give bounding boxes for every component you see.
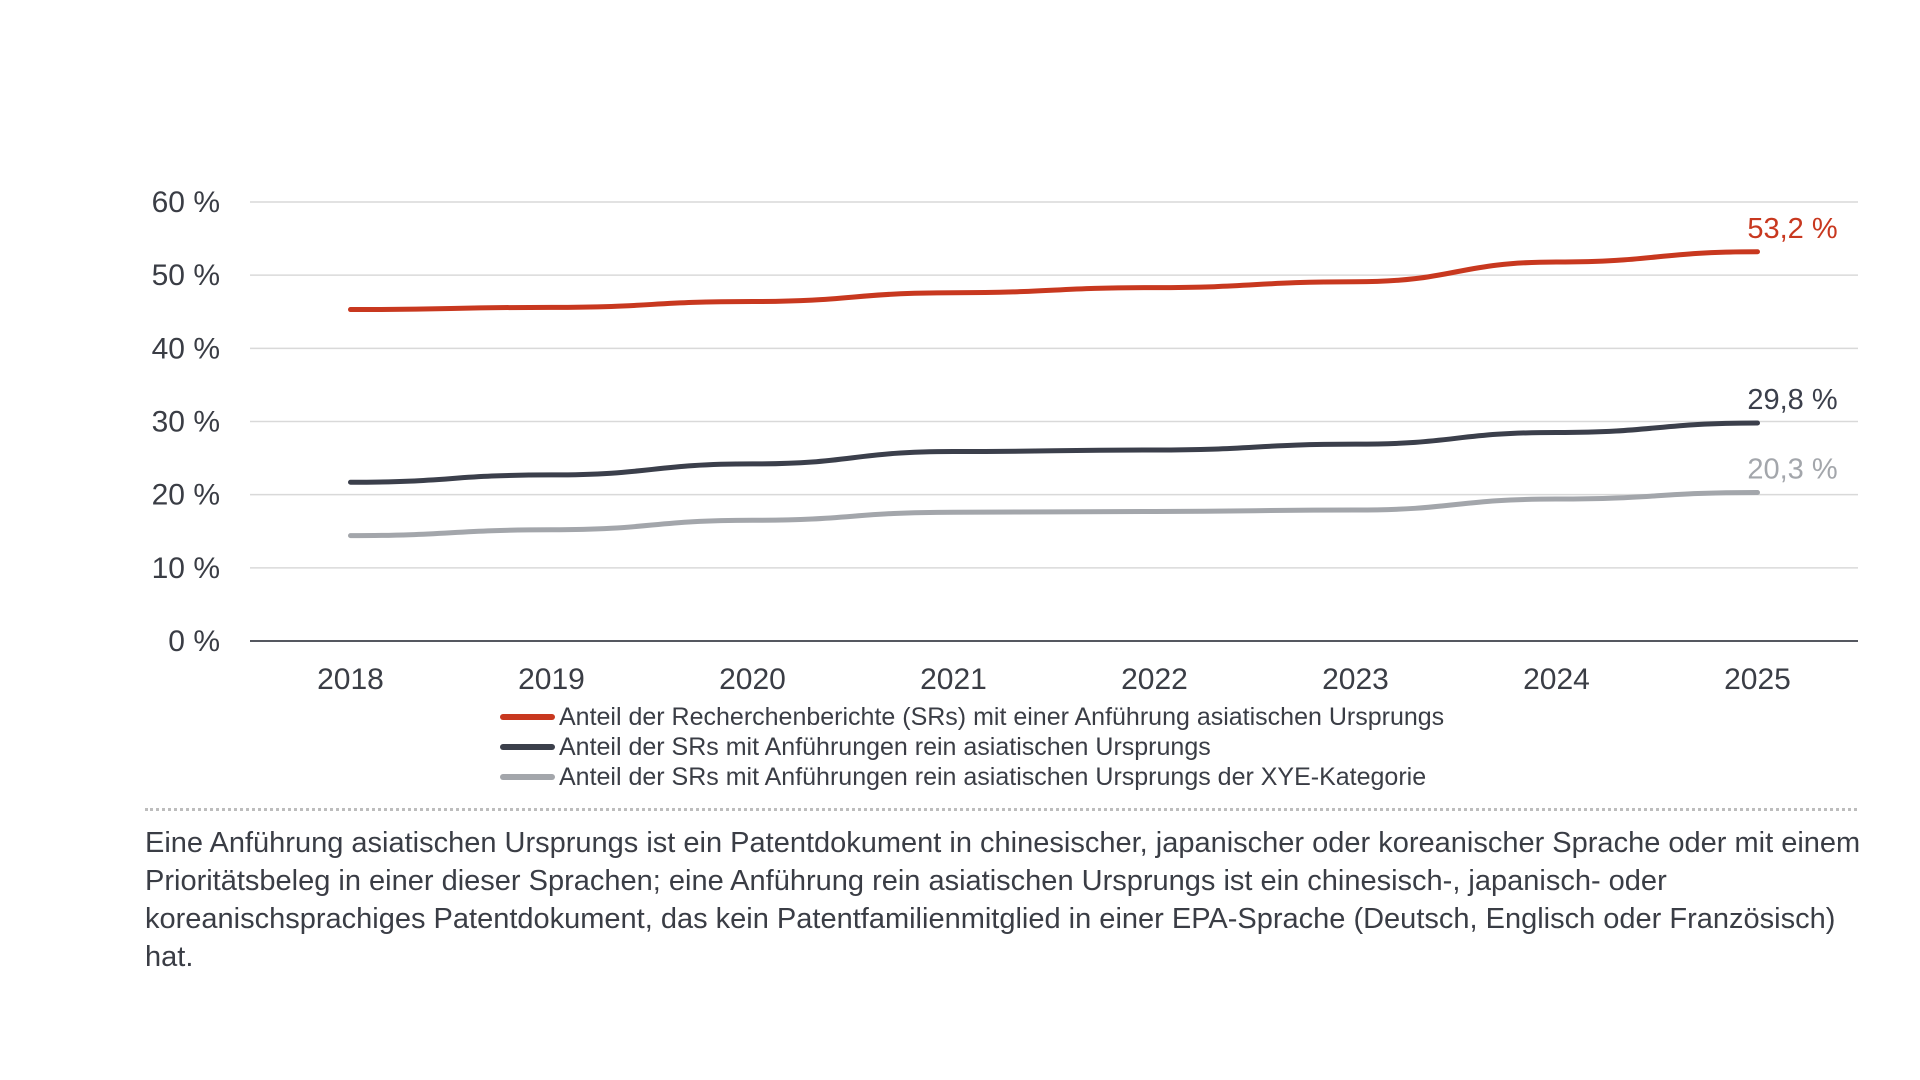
y-axis: 0 % 10 % 20 % 30 % 40 % 50 % 60 % [152,186,220,658]
x-tick-label: 2021 [920,663,987,696]
end-label-3: 20,3 % [1747,453,1837,485]
y-tick-label: 40 % [152,332,220,365]
footnote: Eine Anführung asiatischen Ursprungs ist… [145,824,1865,976]
legend-label-3: Anteil der SRs mit Anführungen rein asia… [559,763,1426,792]
series-line-1 [351,252,1758,310]
dotted-divider [145,808,1857,811]
legend-swatch-2 [500,744,555,750]
y-tick-label: 0 % [168,625,220,658]
x-tick-label: 2024 [1523,663,1590,696]
end-label-2: 29,8 % [1747,384,1837,416]
legend-swatch-1 [500,714,555,720]
x-tick-label: 2022 [1121,663,1188,696]
y-tick-label: 30 % [152,406,220,439]
legend-item-3: Anteil der SRs mit Anführungen rein asia… [500,762,1444,792]
end-label-1: 53,2 % [1747,213,1837,245]
legend-label-1: Anteil der Recherchenberichte (SRs) mit … [559,703,1444,732]
x-tick-label: 2023 [1322,663,1389,696]
x-tick-label: 2020 [719,663,786,696]
y-tick-label: 20 % [152,479,220,512]
series-lines [351,252,1758,536]
legend: Anteil der Recherchenberichte (SRs) mit … [500,702,1444,792]
x-tick-label: 2018 [317,663,384,696]
series-line-3 [351,492,1758,535]
series-line-2 [351,423,1758,482]
gridlines [250,202,1858,641]
x-axis: 2018 2019 2020 2021 2022 2023 2024 2025 [317,663,1791,696]
legend-item-1: Anteil der Recherchenberichte (SRs) mit … [500,702,1444,732]
y-tick-label: 50 % [152,259,220,292]
y-tick-label: 60 % [152,186,220,219]
y-tick-label: 10 % [152,552,220,585]
legend-label-2: Anteil der SRs mit Anführungen rein asia… [559,733,1211,762]
legend-swatch-3 [500,774,555,780]
x-tick-label: 2019 [518,663,585,696]
end-labels: 53,2 % 29,8 % 20,3 % [1747,213,1837,486]
legend-item-2: Anteil der SRs mit Anführungen rein asia… [500,732,1444,762]
x-tick-label: 2025 [1724,663,1791,696]
